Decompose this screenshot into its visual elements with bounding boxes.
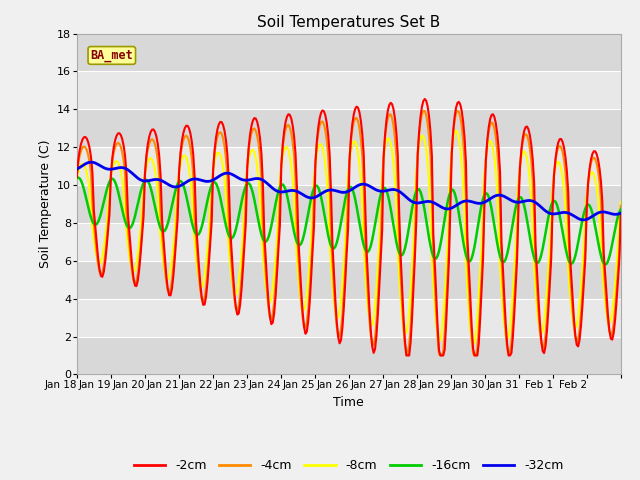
- Y-axis label: Soil Temperature (C): Soil Temperature (C): [38, 140, 52, 268]
- Bar: [77, 147, 621, 185]
- Legend: -2cm, -4cm, -8cm, -16cm, -32cm: -2cm, -4cm, -8cm, -16cm, -32cm: [129, 454, 568, 477]
- Title: Soil Temperatures Set B: Soil Temperatures Set B: [257, 15, 440, 30]
- Text: BA_met: BA_met: [90, 49, 133, 62]
- Bar: [77, 34, 621, 72]
- Bar: [77, 261, 621, 299]
- Bar: [77, 109, 621, 147]
- Bar: [77, 223, 621, 261]
- Bar: [77, 185, 621, 223]
- Bar: [77, 336, 621, 374]
- Bar: [77, 72, 621, 109]
- X-axis label: Time: Time: [333, 396, 364, 408]
- Bar: [77, 299, 621, 336]
